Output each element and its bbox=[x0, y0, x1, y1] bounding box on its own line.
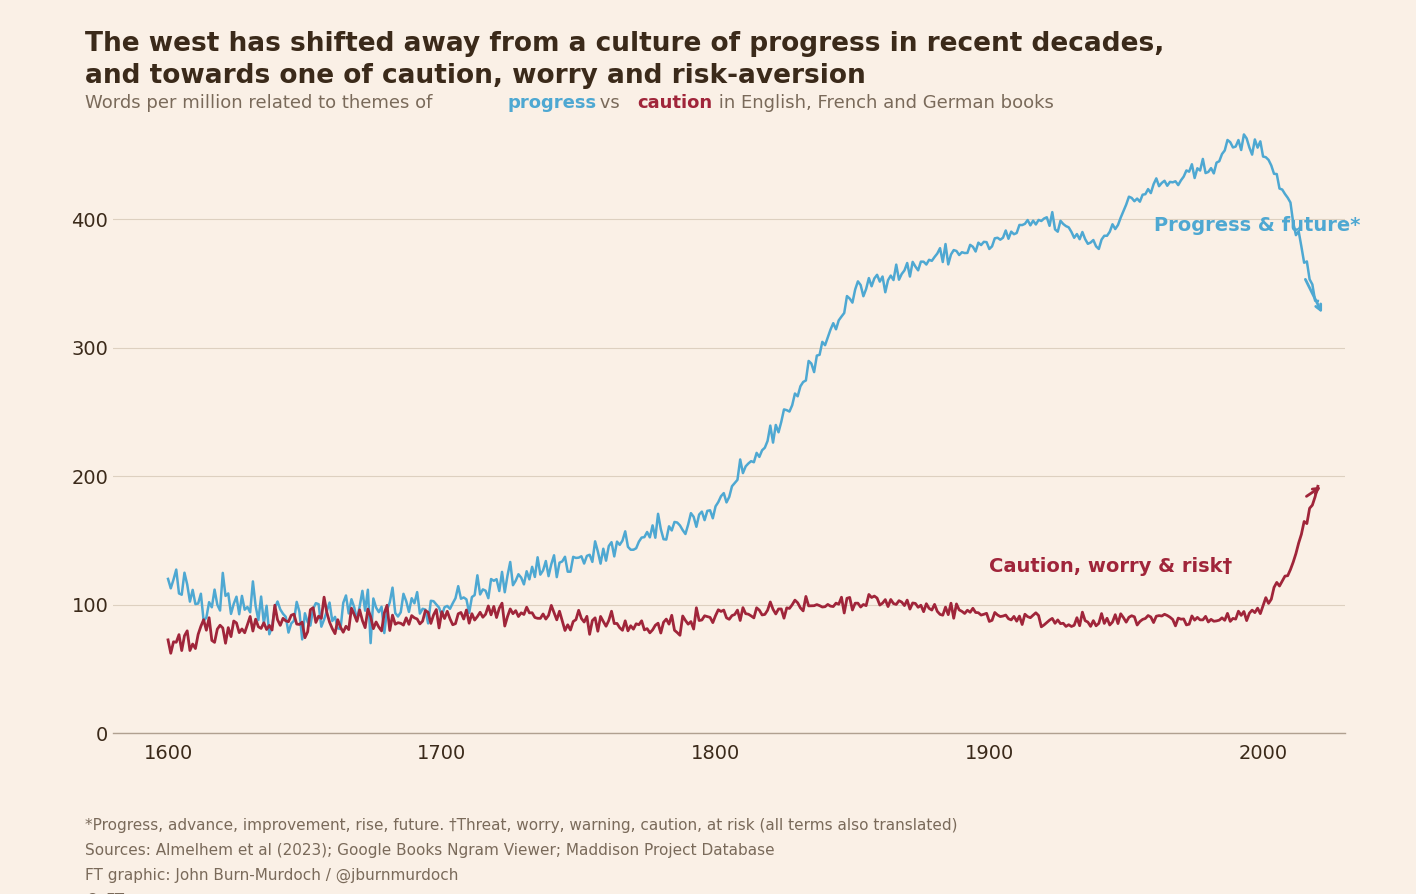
Text: Progress & future*: Progress & future* bbox=[1154, 216, 1359, 235]
Text: vs: vs bbox=[595, 94, 626, 112]
Text: progress: progress bbox=[507, 94, 596, 112]
Text: © FT: © FT bbox=[85, 893, 123, 894]
Text: Words per million related to themes of: Words per million related to themes of bbox=[85, 94, 438, 112]
Text: FT graphic: John Burn-Murdoch / @jburnmurdoch: FT graphic: John Burn-Murdoch / @jburnmu… bbox=[85, 868, 459, 883]
Text: Caution, worry & risk†: Caution, worry & risk† bbox=[990, 556, 1232, 576]
Text: *Progress, advance, improvement, rise, future. †Threat, worry, warning, caution,: *Progress, advance, improvement, rise, f… bbox=[85, 818, 957, 833]
Text: Sources: Almelhem et al (2023); Google Books Ngram Viewer; Maddison Project Data: Sources: Almelhem et al (2023); Google B… bbox=[85, 843, 775, 858]
Text: The west has shifted away from a culture of progress in recent decades,: The west has shifted away from a culture… bbox=[85, 31, 1164, 57]
Text: in English, French and German books: in English, French and German books bbox=[714, 94, 1054, 112]
Text: caution: caution bbox=[637, 94, 712, 112]
Text: and towards one of caution, worry and risk-aversion: and towards one of caution, worry and ri… bbox=[85, 63, 865, 89]
